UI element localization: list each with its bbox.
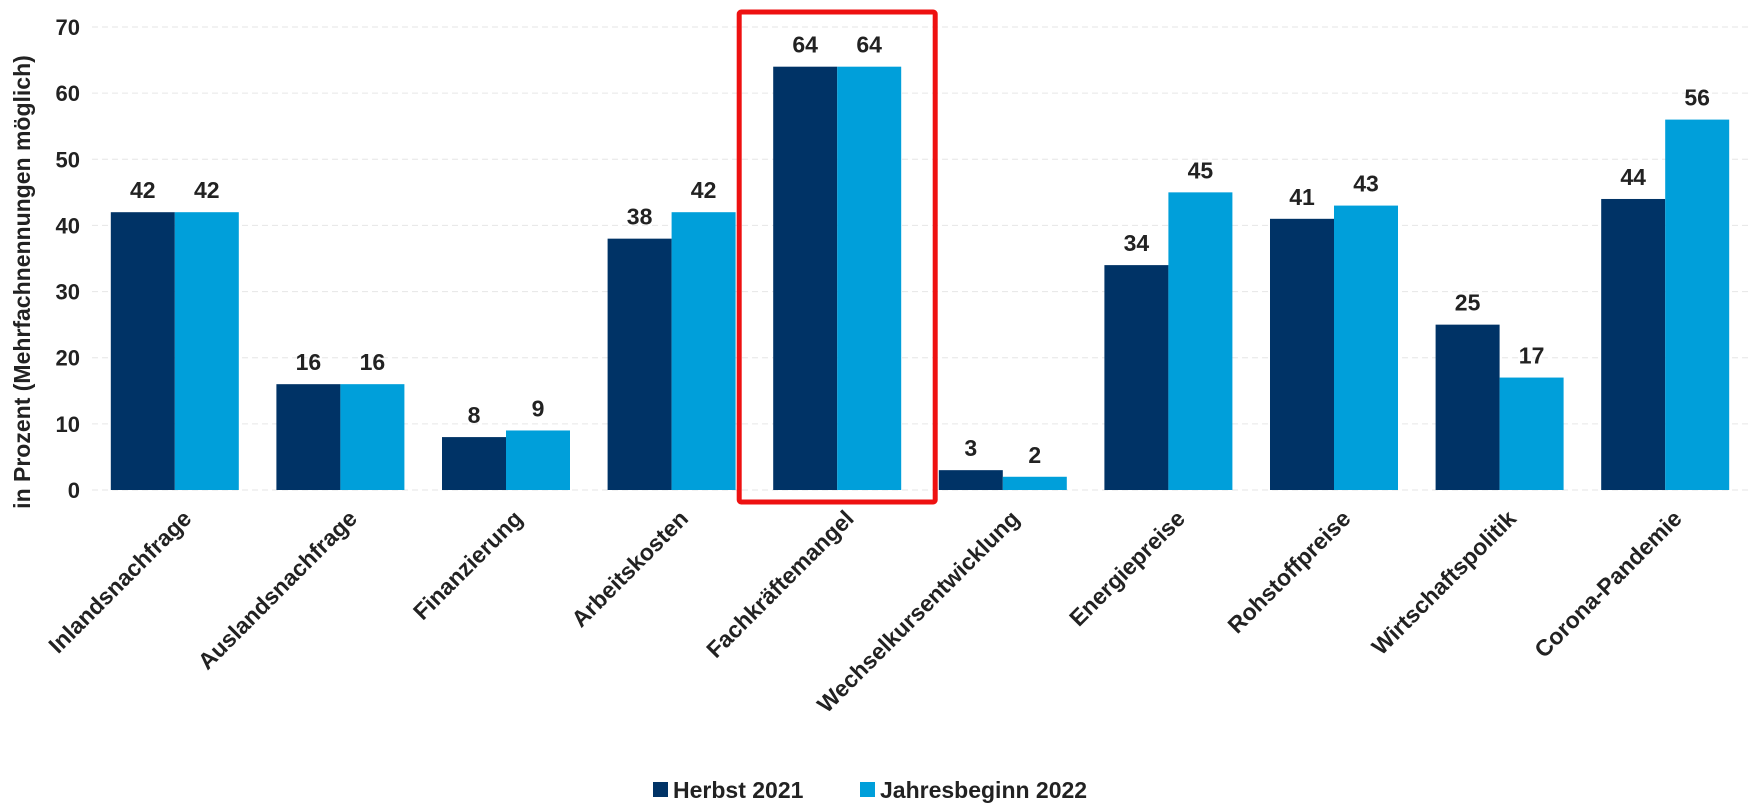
x-category-label: Finanzierung — [408, 505, 528, 625]
data-label: 64 — [792, 32, 818, 58]
highlight-box — [736, 9, 938, 505]
bar — [671, 212, 736, 490]
x-category-label: Rohstoffpreise — [1222, 505, 1355, 638]
data-label: 38 — [627, 204, 653, 230]
bar — [174, 212, 239, 490]
bar — [607, 238, 672, 490]
x-category-label: Auslandsnachfrage — [193, 505, 362, 674]
bar — [1435, 324, 1500, 490]
data-label: 56 — [1684, 85, 1710, 111]
data-label: 8 — [468, 402, 481, 428]
data-labels: 42 42 16 16 8 9 38 42 64 64 3 2 34 45 41 43 25 17 44 56 — [130, 32, 1710, 468]
bar — [938, 470, 1003, 490]
bar — [773, 66, 838, 490]
x-category-label: Energiepreise — [1064, 505, 1190, 631]
legend-swatch — [653, 782, 668, 797]
bar — [1168, 192, 1233, 490]
bar — [340, 384, 405, 490]
data-label: 43 — [1353, 171, 1379, 197]
x-category-label: Arbeitskosten — [566, 505, 693, 632]
legend-swatch — [860, 782, 875, 797]
bar — [1665, 119, 1730, 490]
data-label: 16 — [360, 349, 386, 375]
data-label: 3 — [964, 435, 977, 461]
data-label: 42 — [194, 177, 220, 203]
bar — [1601, 198, 1666, 490]
data-label: 42 — [691, 177, 717, 203]
legend-label: Jahresbeginn 2022 — [880, 777, 1087, 803]
y-axis: 0 10 20 30 40 50 60 70 — [56, 15, 80, 503]
x-category-label: Wirtschaftspolitik — [1366, 505, 1521, 660]
data-label: 41 — [1289, 184, 1315, 210]
data-label: 17 — [1519, 343, 1545, 369]
bar — [442, 437, 506, 490]
data-label: 2 — [1028, 442, 1041, 468]
data-label: 44 — [1620, 164, 1646, 190]
bar — [1104, 265, 1169, 490]
bar — [1270, 218, 1334, 491]
y-tick-label: 40 — [56, 213, 80, 238]
data-label: 42 — [130, 177, 156, 203]
y-tick-label: 30 — [56, 280, 80, 305]
bar — [837, 66, 902, 490]
x-category-label: Corona-Pandemie — [1529, 505, 1687, 663]
y-tick-label: 70 — [56, 15, 80, 40]
data-label: 25 — [1455, 290, 1481, 316]
bar — [1334, 205, 1398, 491]
y-tick-label: 50 — [56, 147, 80, 172]
legend-label: Herbst 2021 — [673, 777, 804, 803]
x-category-label: Fachkräftemangel — [701, 505, 859, 663]
bar — [110, 212, 175, 490]
data-label: 45 — [1188, 157, 1214, 183]
bar — [1002, 476, 1067, 490]
bar — [1499, 377, 1564, 490]
bar — [506, 430, 570, 490]
data-label: 16 — [296, 349, 322, 375]
data-label: 34 — [1124, 230, 1150, 256]
bars — [110, 66, 1730, 491]
y-axis-label: in Prozent (Mehrfachnennungen möglich) — [9, 55, 35, 509]
bar — [276, 384, 341, 490]
legend: Herbst 2021 Jahresbeginn 2022 — [653, 777, 1087, 803]
y-tick-label: 20 — [56, 346, 80, 371]
y-tick-label: 60 — [56, 81, 80, 106]
x-category-label: Inlandsnachfrage — [43, 505, 196, 658]
data-label: 64 — [856, 32, 882, 58]
data-label: 9 — [532, 395, 545, 421]
y-tick-label: 0 — [68, 478, 80, 503]
y-tick-label: 10 — [56, 412, 80, 437]
